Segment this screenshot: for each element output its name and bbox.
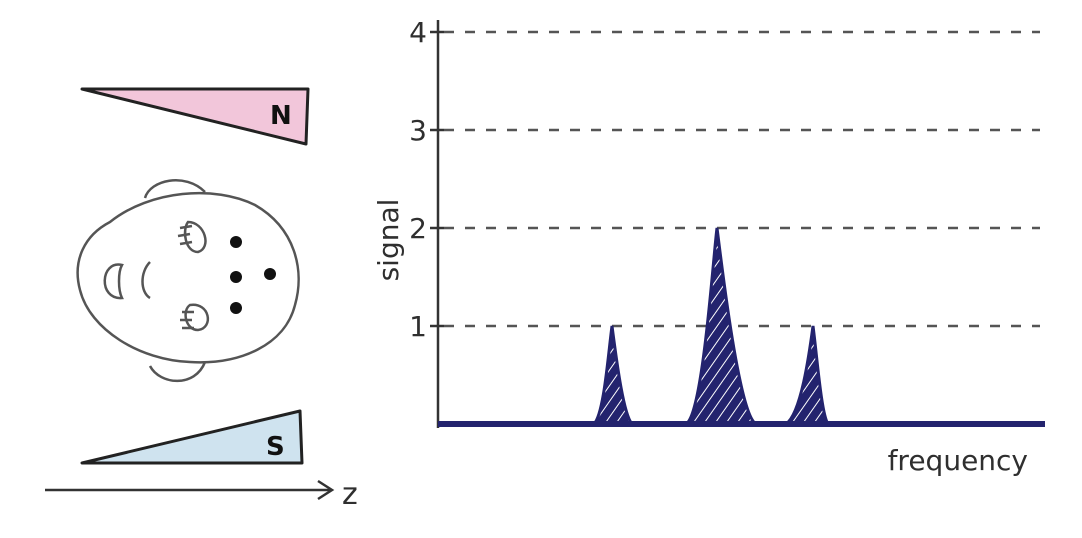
peaks: [590, 227, 831, 426]
north-magnet: N: [80, 87, 310, 146]
y-tick-labels: 1 2 3 4: [409, 16, 427, 343]
z-axis: z: [45, 477, 358, 512]
grid-lines: [430, 30, 1040, 328]
head-dot: [230, 271, 242, 283]
south-label: S: [266, 432, 285, 462]
y-tick-label: 3: [409, 114, 427, 147]
eye-bottom-icon: [184, 303, 210, 332]
x-axis-label: frequency: [888, 444, 1028, 477]
south-magnet: S: [80, 409, 304, 465]
signal-chart: 1 2 3 4 signal frequency: [372, 16, 1045, 477]
eye-top-icon: [183, 220, 207, 254]
head-outline-icon: [76, 191, 300, 364]
y-axis-label: signal: [372, 199, 405, 282]
y-tick-label: 4: [409, 16, 427, 49]
z-axis-label: z: [342, 477, 358, 512]
head-dot: [230, 302, 242, 314]
head-dot: [264, 268, 276, 280]
eyelash-top-icon: [177, 224, 193, 246]
south-magnet-wedge: [80, 409, 304, 465]
mouth-icon: [141, 261, 151, 300]
y-tick-label: 2: [409, 212, 427, 245]
signal-peak: [781, 325, 831, 426]
ear-top-icon: [143, 179, 206, 199]
north-magnet-wedge: [80, 87, 310, 146]
north-label: N: [270, 101, 292, 131]
z-axis-arrowhead-icon: [317, 479, 335, 501]
head-dot: [230, 236, 242, 248]
signal-peak: [590, 325, 636, 426]
head-illustration: [76, 179, 300, 383]
eyelash-bottom-icon: [180, 310, 194, 330]
head-dots: [230, 236, 276, 314]
ear-bottom-icon: [148, 361, 207, 383]
signal-peak: [680, 227, 762, 426]
nose-icon: [103, 263, 124, 300]
y-tick-label: 1: [409, 310, 427, 343]
